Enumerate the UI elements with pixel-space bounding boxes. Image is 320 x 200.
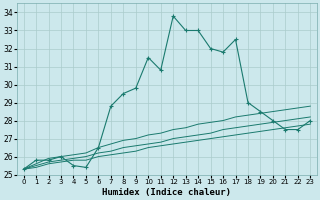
X-axis label: Humidex (Indice chaleur): Humidex (Indice chaleur) bbox=[102, 188, 231, 197]
